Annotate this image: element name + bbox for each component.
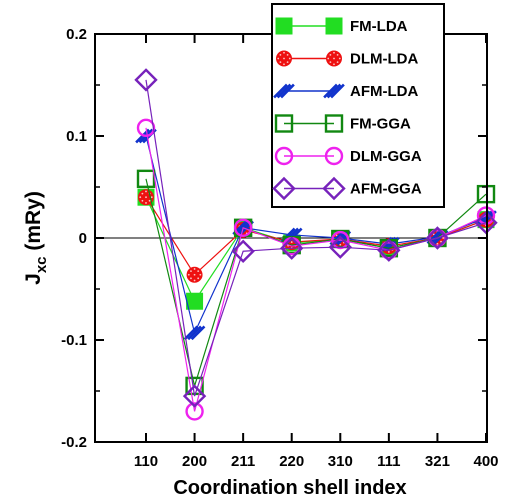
y-axis-title-main: J xyxy=(22,273,45,285)
data-point xyxy=(186,292,204,310)
legend-label: FM-GGA xyxy=(350,116,411,133)
legend-marker xyxy=(275,17,293,35)
x-tick-label: 220 xyxy=(279,453,304,470)
legend-marker xyxy=(322,176,346,201)
data-point xyxy=(425,226,450,250)
data-point xyxy=(185,402,204,421)
legend: FM-LDA DLM-LDA AFM-LDA FM-GGA DLM-GGA AFM-GGA xyxy=(271,3,445,208)
data-point xyxy=(136,118,156,138)
data-point xyxy=(377,238,401,262)
plot-layer xyxy=(95,68,498,421)
series-line xyxy=(145,178,487,389)
legend-box xyxy=(271,3,445,208)
x-tick-label: 200 xyxy=(182,453,207,470)
data-point xyxy=(280,236,304,260)
y-tick-label: -0.2 xyxy=(61,434,87,451)
x-axis-title: Coordination shell index xyxy=(173,477,406,499)
legend-marker xyxy=(274,146,294,166)
x-tick-label: 321 xyxy=(425,453,450,470)
y-tick-label: -0.1 xyxy=(61,332,87,349)
data-point xyxy=(183,325,206,341)
data-point xyxy=(233,218,253,238)
data-point xyxy=(186,266,203,283)
data-point xyxy=(331,230,350,250)
axes-layer: -0.2 -0.1 0 0.1 0.2 110 200 211 220 310 111 321 400 xyxy=(61,26,498,470)
data-point xyxy=(428,228,447,248)
legend-label: DLM-LDA xyxy=(350,51,418,68)
legend-marker xyxy=(326,50,342,67)
y-axis-title-sub: xc xyxy=(33,256,50,273)
x-tick-label: 400 xyxy=(473,453,498,470)
x-tick-label: 211 xyxy=(231,453,255,470)
data-point xyxy=(231,239,255,263)
legend-entry: FM-LDA xyxy=(275,17,408,35)
y-axis-title: Jxc (mRy) xyxy=(22,191,50,285)
data-point xyxy=(134,68,158,92)
x-tick-label: 111 xyxy=(377,453,400,470)
y-tick-label: 0.2 xyxy=(66,26,87,43)
legend-marker xyxy=(325,17,343,35)
data-point xyxy=(328,235,352,259)
legend-marker xyxy=(276,50,292,67)
legend-entry: DLM-LDA xyxy=(276,50,418,68)
series-afm-lda xyxy=(135,128,497,341)
legend-marker xyxy=(274,114,294,133)
data-point xyxy=(182,384,207,408)
legend-label: DLM-GGA xyxy=(350,148,422,165)
legend-marker xyxy=(272,176,296,201)
x-tick-label: 110 xyxy=(134,453,158,470)
x-tick-label: 310 xyxy=(328,453,353,470)
data-point xyxy=(136,169,156,189)
y-tick-label: 0.1 xyxy=(66,128,87,145)
legend-label: AFM-LDA xyxy=(350,83,418,100)
legend-entry: FM-GGA xyxy=(274,114,411,133)
legend-marker xyxy=(324,146,344,166)
legend-marker xyxy=(273,83,295,99)
series-line xyxy=(145,196,487,303)
legend-entry: AFM-GGA xyxy=(272,176,422,201)
series-afm-gga xyxy=(134,68,498,408)
legend-label: FM-LDA xyxy=(350,18,408,35)
y-tick-label: 0 xyxy=(79,230,87,247)
legend-marker xyxy=(324,114,344,133)
legend-label: AFM-GGA xyxy=(350,181,422,198)
legend-marker xyxy=(323,83,345,99)
y-axis-title-unit: (mRy) xyxy=(22,191,45,256)
legend-entry: DLM-GGA xyxy=(274,146,422,166)
legend-entry: AFM-LDA xyxy=(273,83,418,100)
